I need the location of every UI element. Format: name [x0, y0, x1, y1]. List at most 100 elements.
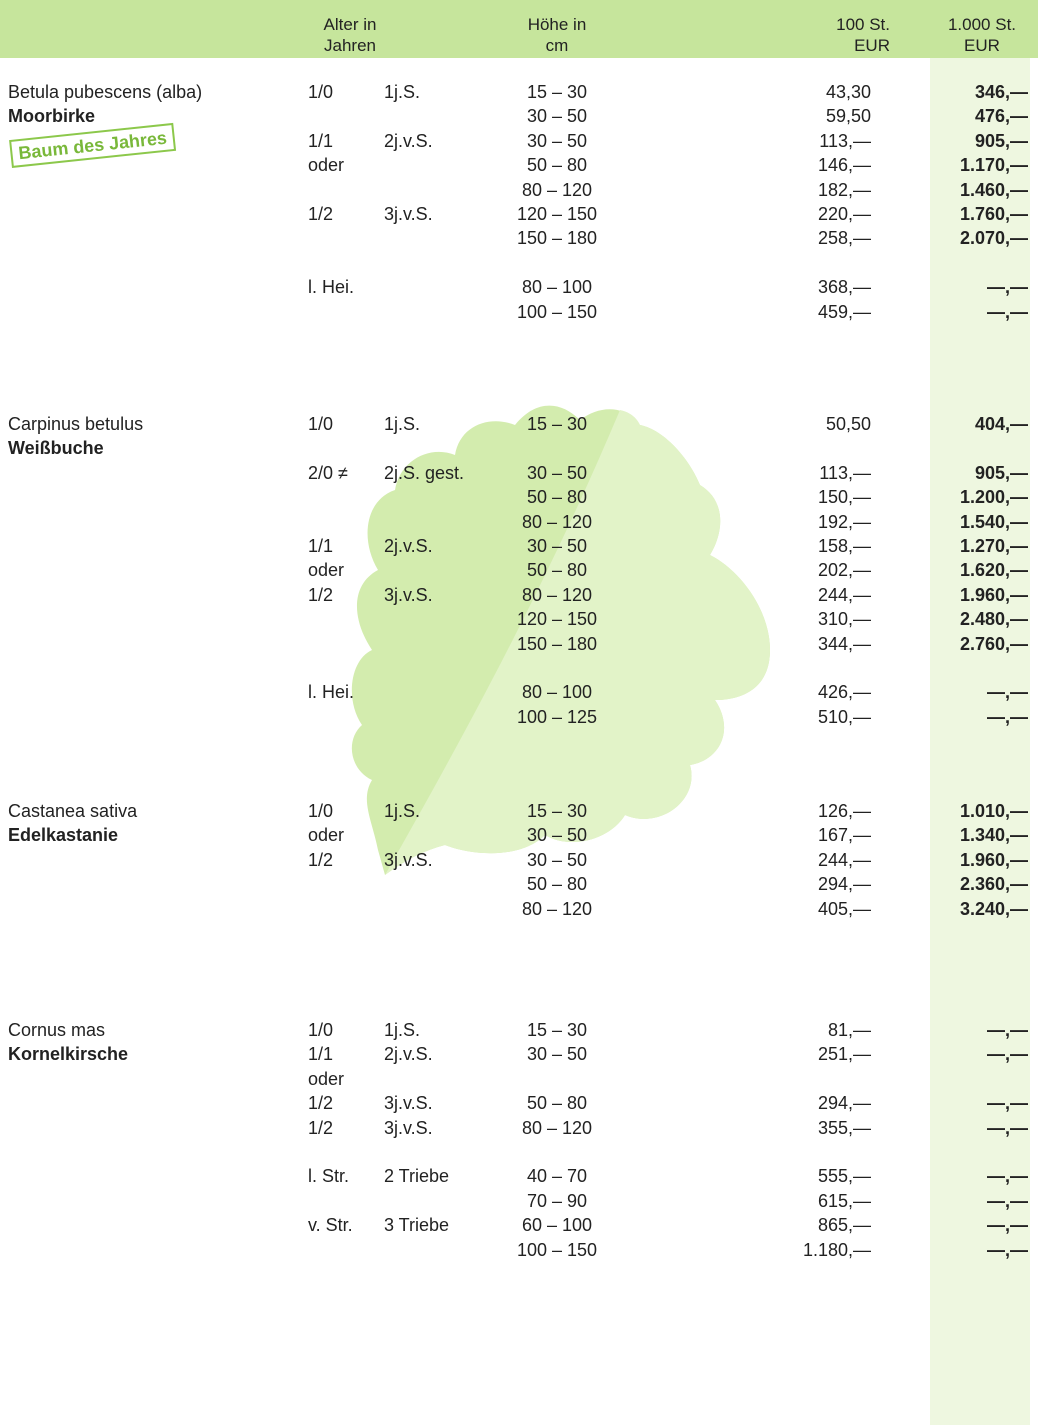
- price-1000: 1.760,—: [900, 203, 1028, 225]
- price-1000: 905,—: [900, 462, 1028, 484]
- height: 30 – 50: [477, 824, 637, 846]
- height: 50 – 80: [477, 154, 637, 176]
- price-100: 50,50: [740, 413, 871, 435]
- height: 30 – 50: [477, 849, 637, 871]
- plant-type: 3 Triebe: [384, 1214, 449, 1236]
- price-100: 1.180,—: [740, 1239, 871, 1261]
- age: 1/0: [308, 81, 333, 103]
- height: 50 – 80: [477, 873, 637, 895]
- age: v. Str.: [308, 1214, 353, 1236]
- plant-type: 1j.S.: [384, 800, 420, 822]
- plant-type: 1j.S.: [384, 81, 420, 103]
- height: 80 – 120: [477, 898, 637, 920]
- plant-type: 1j.S.: [384, 1019, 420, 1041]
- price-100: 126,—: [740, 800, 871, 822]
- price-list: Alter inJahren Höhe incm 100 St.EUR 1.00…: [0, 0, 1038, 1425]
- height: 150 – 180: [477, 633, 637, 655]
- height: 30 – 50: [477, 462, 637, 484]
- plant-type: 1j.S.: [384, 413, 420, 435]
- price-100: 113,—: [740, 130, 871, 152]
- price-1000: —,—: [900, 1092, 1028, 1114]
- height: 15 – 30: [477, 800, 637, 822]
- height: 50 – 80: [477, 486, 637, 508]
- price-1000: —,—: [900, 706, 1028, 728]
- price-1000: —,—: [900, 1190, 1028, 1212]
- price-1000: 476,—: [900, 105, 1028, 127]
- age: 1/1: [308, 130, 333, 152]
- price-1000: 2.360,—: [900, 873, 1028, 895]
- price-100: 167,—: [740, 824, 871, 846]
- age: 1/2: [308, 1092, 333, 1114]
- price-100: 113,—: [740, 462, 871, 484]
- latin-name: Betula pubescens (alba): [8, 81, 202, 103]
- price-1000: 1.170,—: [900, 154, 1028, 176]
- price-100: 202,—: [740, 559, 871, 581]
- price-1000: 346,—: [900, 81, 1028, 103]
- plant-type: 2j.v.S.: [384, 130, 433, 152]
- price-1000: —,—: [900, 1239, 1028, 1261]
- height: 50 – 80: [477, 559, 637, 581]
- header-price-100: 100 St.EUR: [790, 14, 890, 56]
- header-line: 1.000 St.: [930, 14, 1034, 35]
- price-1000: 1.270,—: [900, 535, 1028, 557]
- age: 1/0: [308, 800, 333, 822]
- price-100: 43,30: [740, 81, 871, 103]
- price-1000: 2.070,—: [900, 227, 1028, 249]
- height: 70 – 90: [477, 1190, 637, 1212]
- height: 15 – 30: [477, 1019, 637, 1041]
- header-line: Alter in: [290, 14, 410, 35]
- price-100: 158,—: [740, 535, 871, 557]
- height: 80 – 100: [477, 681, 637, 703]
- age: oder: [308, 824, 344, 846]
- price-1000: 1.010,—: [900, 800, 1028, 822]
- header-line: 100 St.: [790, 14, 890, 35]
- price-1000: 2.480,—: [900, 608, 1028, 630]
- price-1000: 1.540,—: [900, 511, 1028, 533]
- header-line: EUR: [930, 35, 1034, 56]
- height: 100 – 125: [477, 706, 637, 728]
- price-100: 220,—: [740, 203, 871, 225]
- height: 15 – 30: [477, 413, 637, 435]
- age: 1/2: [308, 203, 333, 225]
- age: oder: [308, 1068, 344, 1090]
- price-100: 459,—: [740, 301, 871, 323]
- age: 1/1: [308, 1043, 333, 1065]
- price-1000: 3.240,—: [900, 898, 1028, 920]
- price-100: 426,—: [740, 681, 871, 703]
- height: 120 – 150: [477, 608, 637, 630]
- latin-name: Carpinus betulus: [8, 413, 143, 435]
- age: 1/2: [308, 584, 333, 606]
- common-name: Weißbuche: [8, 437, 104, 459]
- price-1000: —,—: [900, 1043, 1028, 1065]
- price-100: 59,50: [740, 105, 871, 127]
- price-1000: —,—: [900, 301, 1028, 323]
- age: 2/0 ≠: [308, 462, 348, 484]
- price-100: 192,—: [740, 511, 871, 533]
- height: 30 – 50: [477, 1043, 637, 1065]
- latin-name: Cornus mas: [8, 1019, 105, 1041]
- plant-type: 2j.v.S.: [384, 535, 433, 557]
- price-100: 344,—: [740, 633, 871, 655]
- price-1000: 1.620,—: [900, 559, 1028, 581]
- price-1000: 1.340,—: [900, 824, 1028, 846]
- height: 40 – 70: [477, 1165, 637, 1187]
- height: 80 – 120: [477, 584, 637, 606]
- age: l. Hei.: [308, 276, 354, 298]
- height: 30 – 50: [477, 105, 637, 127]
- height: 80 – 120: [477, 179, 637, 201]
- price-1000: —,—: [900, 1214, 1028, 1236]
- plant-type: 3j.v.S.: [384, 203, 433, 225]
- latin-name: Castanea sativa: [8, 800, 137, 822]
- header-line: Höhe in: [497, 14, 617, 35]
- common-name: Edelkastanie: [8, 824, 118, 846]
- height: 80 – 120: [477, 1117, 637, 1139]
- common-name: Moorbirke: [8, 105, 95, 127]
- price-1000: —,—: [900, 1019, 1028, 1041]
- price-100: 405,—: [740, 898, 871, 920]
- price-1000: —,—: [900, 681, 1028, 703]
- height: 100 – 150: [477, 1239, 637, 1261]
- height: 15 – 30: [477, 81, 637, 103]
- age: l. Hei.: [308, 681, 354, 703]
- price-1000: 1.960,—: [900, 849, 1028, 871]
- plant-type: 2j.S. gest.: [384, 462, 464, 484]
